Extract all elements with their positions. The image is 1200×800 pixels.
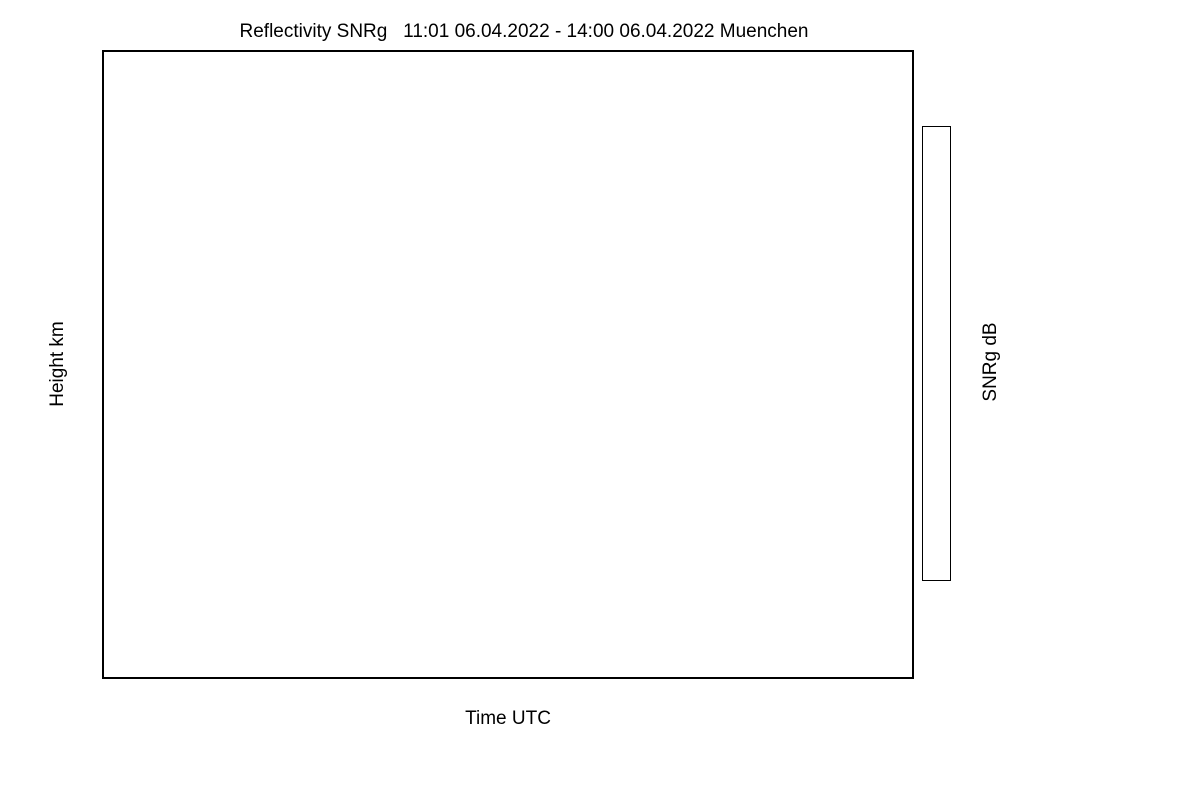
x-axis-title: Time UTC (465, 708, 551, 729)
figure-title: Reflectivity SNRg 11:01 06.04.2022 - 14:… (239, 21, 809, 42)
colorbar-gradient-canvas (922, 126, 951, 581)
heatmap-plot-canvas (104, 52, 912, 677)
y-axis-title: Height km (47, 321, 68, 407)
plot-axes-frame (102, 50, 914, 679)
colorbar-title: SNRg dB (980, 322, 1001, 402)
